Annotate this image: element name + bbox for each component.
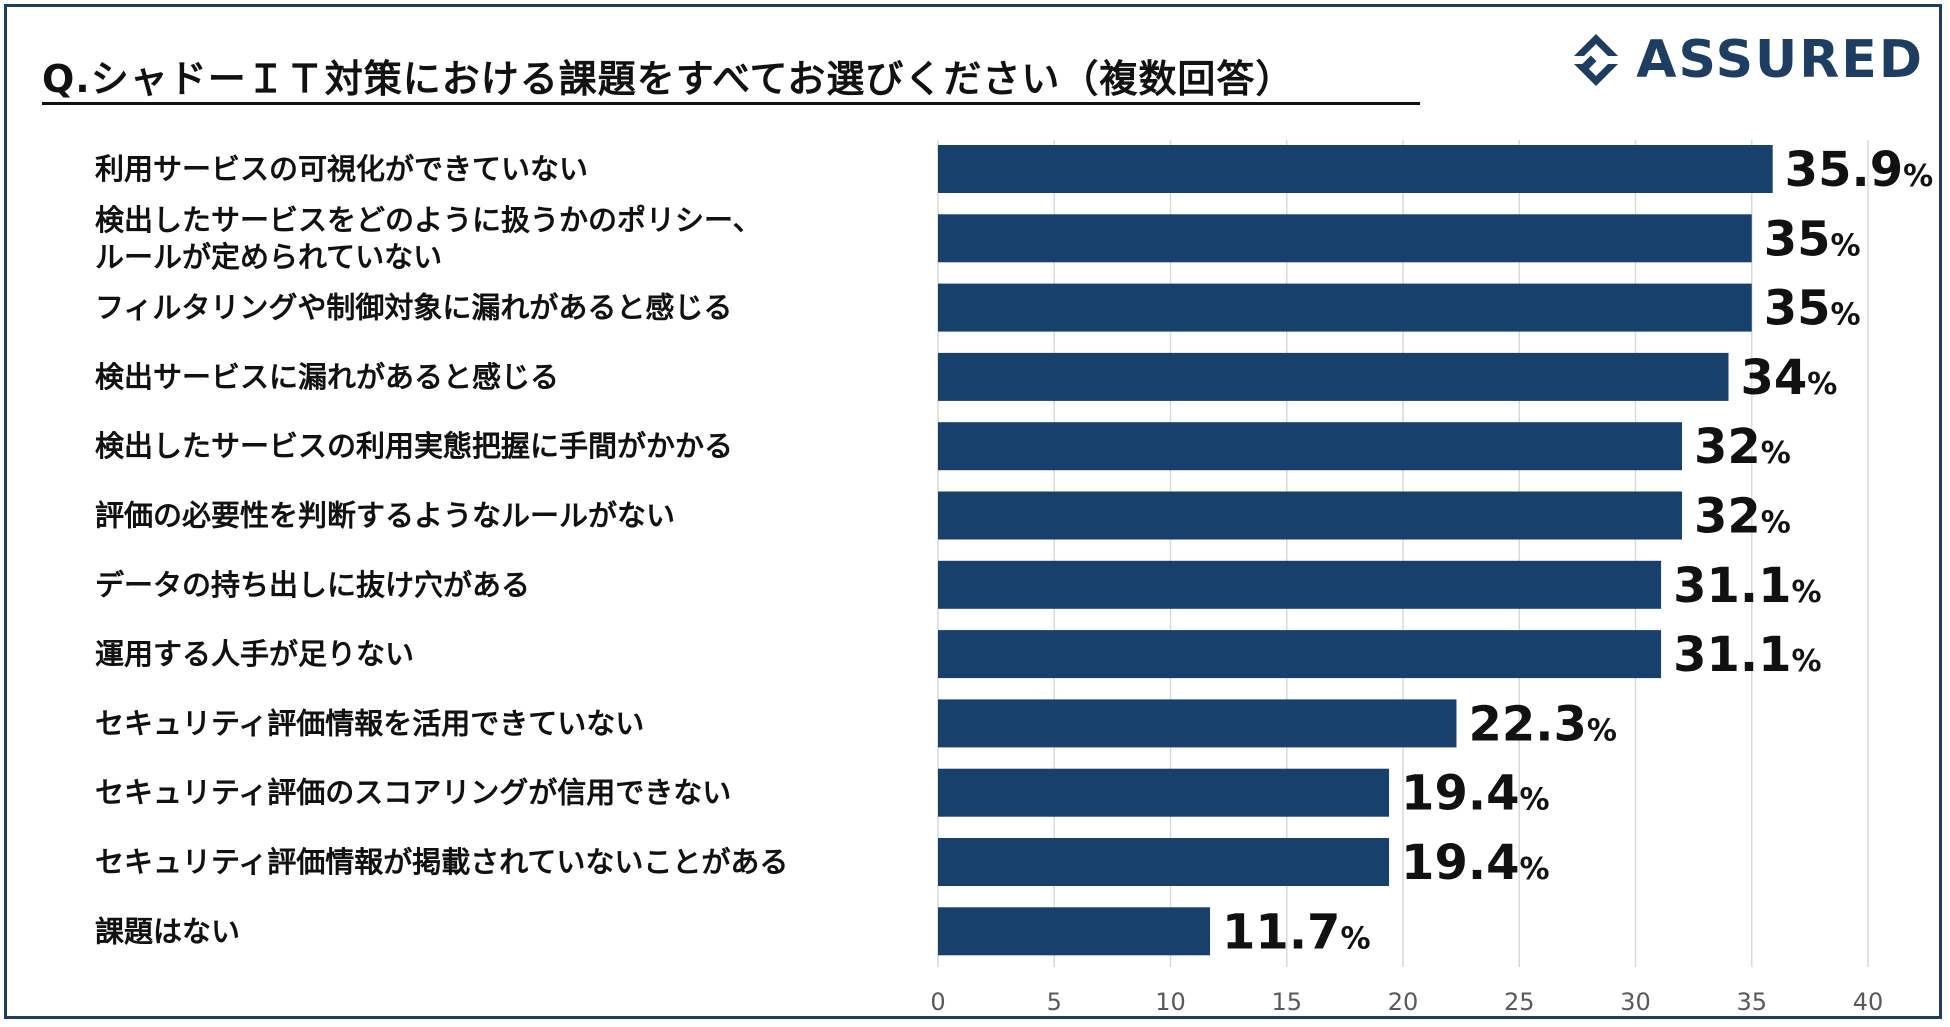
value-label: 22.3%: [1468, 696, 1617, 752]
category-label: 評価の必要性を判断するようなルールがない: [95, 499, 675, 533]
assured-logo: ASSURED: [1566, 28, 1924, 92]
x-tick-label: 0: [930, 988, 945, 1016]
bar: [938, 699, 1457, 748]
category-label: セキュリティ評価情報が掲載されていないことがある: [95, 845, 788, 879]
category-label: 運用する人手が足りない: [95, 637, 414, 671]
value-label: 19.4%: [1401, 835, 1550, 891]
x-tick-label: 25: [1504, 988, 1535, 1016]
value-label: 32%: [1694, 419, 1791, 475]
x-tick-label: 35: [1736, 988, 1767, 1016]
bar: [938, 214, 1752, 263]
value-label: 35%: [1764, 281, 1861, 337]
title-underline: [42, 102, 1420, 105]
value-label: 35%: [1764, 211, 1861, 267]
value-label: 32%: [1694, 489, 1791, 545]
bar: [938, 145, 1773, 193]
bar: [938, 768, 1390, 817]
category-label: データの持ち出しに抜け穴がある: [95, 568, 530, 602]
bar: [938, 630, 1662, 679]
x-tick-label: 40: [1853, 988, 1884, 1016]
bar: [938, 352, 1729, 401]
x-tick-label: 20: [1388, 988, 1419, 1016]
bar: [938, 907, 1211, 956]
x-tick-label: 15: [1271, 988, 1302, 1016]
value-label: 31.1%: [1673, 558, 1822, 614]
bar: [938, 283, 1752, 332]
value-label: 11.7%: [1222, 904, 1371, 960]
x-tick-label: 5: [1047, 988, 1062, 1016]
category-label: 課題はない: [95, 914, 240, 948]
category-label: セキュリティ評価のスコアリングが信用できない: [95, 776, 731, 810]
x-tick-label: 10: [1155, 988, 1186, 1016]
category-label: 検出したサービスをどのように扱うかのポリシー、ルールが定められていない: [95, 203, 762, 274]
category-label: 利用サービスの可視化ができていない: [95, 152, 588, 186]
bar: [938, 422, 1682, 471]
category-label: 検出サービスに漏れがあると感じる: [95, 360, 559, 394]
category-label: 検出したサービスの利用実態把握に手間がかかる: [95, 429, 733, 463]
chart-title: Q.シャドーＩＴ対策における課題をすべてお選びください（複数回答）: [42, 57, 1295, 101]
category-label: セキュリティ評価情報を活用できていない: [95, 706, 644, 740]
bar: [938, 491, 1682, 540]
assured-logo-icon: [1574, 34, 1619, 86]
bar: [938, 560, 1662, 609]
value-label: 34%: [1741, 350, 1838, 406]
value-label: 35.9%: [1785, 142, 1934, 198]
bar: [938, 838, 1390, 886]
value-label: 31.1%: [1673, 627, 1822, 683]
category-label: フィルタリングや制御対象に漏れがあると感じる: [95, 291, 732, 325]
x-tick-label: 30: [1620, 988, 1651, 1016]
value-label: 19.4%: [1401, 766, 1550, 822]
logo-text: ASSURED: [1636, 30, 1924, 90]
